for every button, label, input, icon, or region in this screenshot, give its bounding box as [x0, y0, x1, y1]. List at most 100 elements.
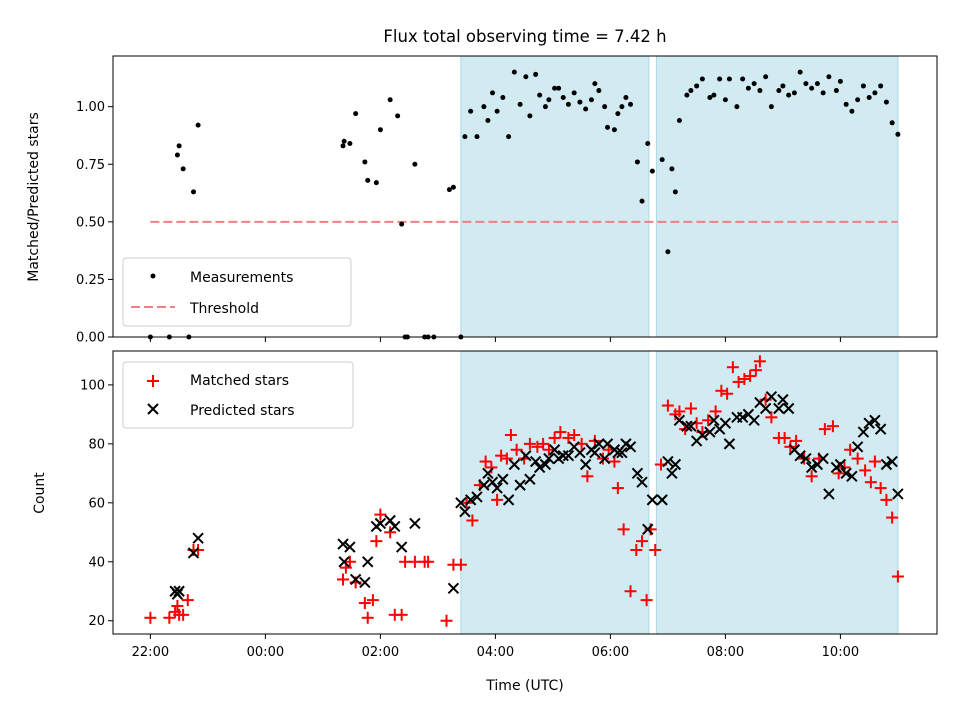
measurement-point — [500, 94, 506, 100]
measurement-point — [412, 161, 418, 167]
predicted-star-point — [557, 449, 569, 462]
predicted-star-point — [359, 576, 371, 589]
predicted-star-point — [338, 556, 350, 568]
measurement-point — [602, 104, 608, 110]
predicted-star-point — [612, 446, 624, 459]
predicted-star-point — [805, 461, 818, 474]
matched-star-point — [568, 429, 581, 442]
measurement-point — [814, 81, 820, 87]
measurement-point — [659, 157, 665, 163]
matched-star-point — [726, 361, 739, 374]
predicted-star-point — [478, 479, 490, 491]
bottom-shaded-regions — [460, 350, 899, 635]
measurement-point — [174, 152, 180, 158]
predicted-star-point — [656, 494, 668, 506]
predicted-star-point — [520, 449, 532, 462]
predicted-star-point — [857, 426, 870, 438]
predicted-star-point — [782, 402, 795, 415]
measurement-point — [583, 106, 589, 112]
bottom-legend: Matched stars Predicted stars — [122, 361, 354, 429]
matched-star-point — [684, 402, 697, 415]
shaded-region — [460, 55, 650, 338]
predicted-star-point — [543, 452, 555, 465]
y-tick-label: 100 — [80, 378, 105, 393]
predicted-star-point — [344, 541, 356, 553]
measurement-point — [365, 177, 371, 183]
top-shaded-regions — [460, 55, 899, 338]
measurement-point — [191, 189, 197, 195]
predicted-star-point — [482, 467, 494, 480]
measurement-point — [542, 104, 548, 110]
predicted-star-point — [497, 473, 509, 485]
measurement-point — [866, 94, 872, 100]
matched-star-point — [500, 452, 513, 465]
top-y-ticks: 0.00 0.25 0.50 0.75 1.00 — [76, 100, 113, 346]
predicted-star-point — [748, 414, 760, 426]
measurement-point — [889, 120, 895, 126]
x-tick-label: 22:00 — [132, 645, 169, 660]
predicted-star-point — [886, 455, 898, 468]
matched-star-point — [337, 573, 350, 586]
measurement-point — [855, 97, 861, 103]
measurement-point — [645, 141, 651, 147]
shaded-region — [655, 350, 899, 635]
predicted-star-point — [800, 452, 812, 465]
measurement-point — [826, 74, 832, 80]
matched-star-point — [624, 585, 637, 598]
measurement-point — [843, 101, 849, 107]
measurement-point — [347, 141, 353, 147]
measurement-point — [556, 85, 562, 91]
predicted-star-point — [362, 556, 374, 568]
matched-star-point — [868, 455, 881, 468]
matched-star-point — [192, 543, 205, 556]
x-axis-label: Time (UTC) — [485, 678, 563, 694]
matched-star-point — [702, 414, 715, 427]
matched-star-point — [454, 558, 467, 571]
bottom-y-ticks: 20 40 60 80 100 — [80, 378, 113, 629]
predicted-star-point — [759, 402, 772, 415]
measurement-point — [688, 88, 694, 94]
matched-star-point — [753, 355, 766, 368]
measurement-point — [786, 92, 792, 98]
predicted-star-point — [389, 520, 401, 533]
measurement-point — [860, 83, 866, 89]
matched-star-point — [715, 384, 728, 397]
matched-star-point — [440, 614, 453, 627]
measurement-point — [523, 74, 529, 80]
predicted-star-point — [636, 476, 648, 488]
measurement-point — [494, 108, 500, 114]
x-tick-label: 10:00 — [822, 645, 859, 660]
measurement-point — [615, 111, 621, 117]
top-x-ticks — [149, 337, 841, 342]
y-tick-label: 0.00 — [76, 331, 105, 346]
predicted-star-point — [593, 438, 605, 450]
measurement-point — [776, 88, 782, 94]
measurement-point — [546, 97, 552, 103]
measurement-point — [474, 134, 480, 140]
measurement-point — [734, 104, 740, 110]
predicted-star-point — [539, 458, 552, 471]
predicted-star-point — [631, 467, 644, 480]
measurement-point — [672, 189, 678, 195]
measurement-point — [577, 99, 583, 105]
measurement-point — [694, 83, 700, 89]
measurement-point — [399, 221, 405, 227]
predicted-star-point — [669, 458, 682, 471]
predicted-star-point — [562, 449, 575, 462]
matched-star-point — [343, 555, 356, 568]
matched-star-point — [732, 375, 745, 388]
measurement-point — [462, 134, 468, 140]
measurement-point — [619, 104, 625, 110]
measurement-point — [596, 88, 602, 94]
predicted-star-point — [765, 390, 778, 403]
matched-star-point — [562, 431, 575, 444]
x-tick-label: 08:00 — [707, 645, 744, 660]
predicted-star-point — [514, 479, 526, 491]
y-tick-label: 20 — [88, 614, 105, 629]
measurement-point — [571, 90, 577, 96]
measurement-point — [717, 76, 723, 82]
measurement-point — [797, 69, 803, 75]
predicted-star-point — [579, 458, 592, 471]
measurement-point — [849, 108, 855, 114]
